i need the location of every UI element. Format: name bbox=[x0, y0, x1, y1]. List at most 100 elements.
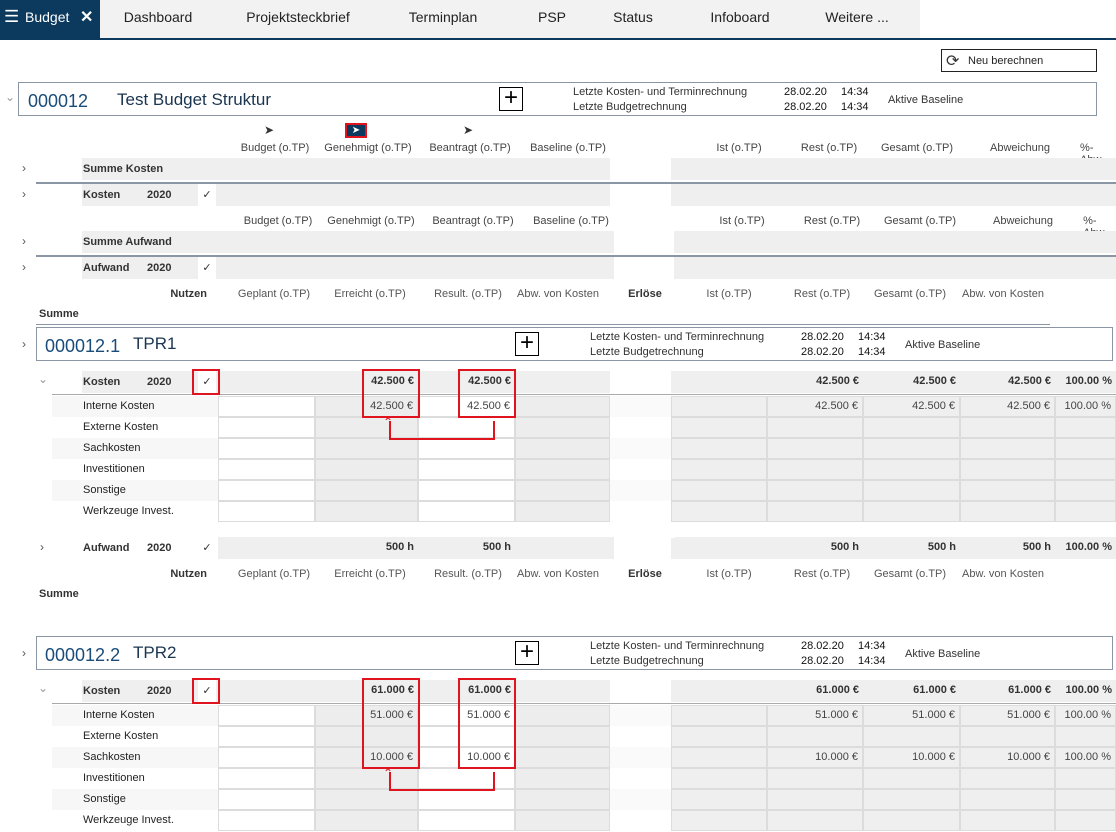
column-header[interactable]: Budget (o.TP) bbox=[243, 215, 313, 227]
value-cell[interactable] bbox=[315, 480, 418, 501]
column-header[interactable]: Gesamt (o.TP) bbox=[883, 215, 957, 227]
filter-icon-active[interactable]: ➤ bbox=[345, 123, 367, 138]
expand-chevron-icon[interactable]: › bbox=[22, 234, 26, 248]
column-header[interactable]: Genehmigt (o.TP) bbox=[327, 215, 415, 227]
checkbox[interactable]: ✓ bbox=[198, 257, 216, 279]
value-cell[interactable]: 51.000 € bbox=[315, 705, 418, 726]
value-cell[interactable]: 61.000 € bbox=[315, 681, 418, 702]
benefit-header-abw1[interactable]: Abw. von Kosten bbox=[517, 568, 599, 580]
column-header[interactable]: Baseline (o.TP) bbox=[533, 215, 609, 227]
value-cell[interactable] bbox=[315, 789, 418, 810]
column-header[interactable]: Rest (o.TP) bbox=[800, 142, 858, 154]
value-cell[interactable] bbox=[218, 681, 315, 702]
add-icon[interactable]: + bbox=[499, 86, 523, 111]
column-header[interactable]: Gesamt (o.TP) bbox=[880, 142, 954, 154]
expand-chevron-icon[interactable]: › bbox=[22, 161, 26, 175]
value-cell[interactable] bbox=[218, 396, 315, 417]
value-cell[interactable] bbox=[515, 681, 610, 702]
value-cell[interactable] bbox=[515, 372, 610, 393]
value-cell[interactable] bbox=[315, 417, 418, 438]
value-cell[interactable]: 42.500 € bbox=[418, 372, 515, 393]
benefit-header-erreicht[interactable]: Erreicht (o.TP) bbox=[334, 288, 406, 300]
tab-budget[interactable]: ☰ Budget ✕ bbox=[0, 0, 100, 38]
value-cell[interactable] bbox=[515, 501, 610, 522]
value-cell[interactable] bbox=[418, 501, 515, 522]
tab-dashboard[interactable]: Dashboard bbox=[123, 9, 193, 25]
benefit-header-abw1[interactable]: Abw. von Kosten bbox=[517, 288, 599, 300]
value-cell[interactable] bbox=[218, 810, 315, 831]
value-cell[interactable]: 500 h bbox=[418, 538, 515, 559]
value-cell[interactable] bbox=[218, 705, 315, 726]
value-cell[interactable] bbox=[315, 726, 418, 747]
column-header[interactable]: Baseline (o.TP) bbox=[530, 142, 606, 154]
benefit-header-erreicht[interactable]: Erreicht (o.TP) bbox=[334, 568, 406, 580]
value-cell[interactable] bbox=[515, 396, 610, 417]
tab-infoboard[interactable]: Infoboard bbox=[710, 9, 770, 25]
column-header[interactable]: Beantragt (o.TP) bbox=[432, 215, 514, 227]
benefit-header-ist[interactable]: Ist (o.TP) bbox=[706, 288, 752, 300]
value-cell[interactable] bbox=[218, 538, 315, 559]
column-header[interactable]: Abweichung bbox=[993, 215, 1053, 227]
value-cell[interactable] bbox=[515, 480, 610, 501]
column-header[interactable]: Budget (o.TP) bbox=[240, 142, 310, 154]
benefit-header-geplant[interactable]: Geplant (o.TP) bbox=[237, 568, 311, 580]
add-icon[interactable]: + bbox=[515, 640, 539, 665]
value-cell[interactable] bbox=[515, 810, 610, 831]
value-cell[interactable] bbox=[315, 459, 418, 480]
menu-icon[interactable]: ☰ bbox=[4, 7, 20, 26]
value-cell[interactable] bbox=[315, 810, 418, 831]
value-cell[interactable] bbox=[218, 501, 315, 522]
value-cell[interactable] bbox=[515, 705, 610, 726]
benefit-header-geplant[interactable]: Geplant (o.TP) bbox=[237, 288, 311, 300]
benefit-header-rest[interactable]: Rest (o.TP) bbox=[793, 568, 851, 580]
column-header[interactable]: Ist (o.TP) bbox=[716, 142, 762, 154]
benefit-header-gesamt[interactable]: Gesamt (o.TP) bbox=[873, 568, 947, 580]
expand-chevron-icon[interactable]: › bbox=[40, 540, 44, 554]
value-cell[interactable] bbox=[418, 417, 515, 438]
expand-chevron-icon[interactable]: › bbox=[22, 187, 26, 201]
value-cell[interactable] bbox=[515, 459, 610, 480]
tab-status[interactable]: Status bbox=[613, 9, 653, 25]
value-cell[interactable] bbox=[515, 747, 610, 768]
value-cell[interactable] bbox=[515, 789, 610, 810]
value-cell[interactable] bbox=[218, 747, 315, 768]
benefit-header-result[interactable]: Result. (o.TP) bbox=[434, 568, 502, 580]
tab-weitere[interactable]: Weitere ... bbox=[825, 9, 889, 25]
value-cell[interactable] bbox=[218, 789, 315, 810]
benefit-header-rest[interactable]: Rest (o.TP) bbox=[793, 288, 851, 300]
value-cell[interactable] bbox=[315, 438, 418, 459]
value-cell[interactable] bbox=[418, 438, 515, 459]
column-header[interactable]: Abweichung bbox=[990, 142, 1050, 154]
collapse-chevron-icon[interactable]: ⌄ bbox=[38, 372, 49, 386]
value-cell[interactable]: 42.500 € bbox=[315, 372, 418, 393]
expand-chevron-icon[interactable]: › bbox=[22, 337, 26, 351]
value-cell[interactable]: 500 h bbox=[315, 538, 418, 559]
value-cell[interactable]: 61.000 € bbox=[418, 681, 515, 702]
checkbox[interactable]: ✓ bbox=[198, 680, 216, 702]
value-cell[interactable] bbox=[315, 501, 418, 522]
value-cell[interactable] bbox=[218, 438, 315, 459]
add-icon[interactable]: + bbox=[515, 331, 539, 356]
column-header[interactable]: Genehmigt (o.TP) bbox=[324, 142, 412, 154]
value-cell[interactable] bbox=[218, 726, 315, 747]
value-cell[interactable] bbox=[418, 810, 515, 831]
filter-icon[interactable]: ➤ bbox=[463, 123, 474, 137]
value-cell[interactable] bbox=[515, 417, 610, 438]
value-cell[interactable] bbox=[418, 768, 515, 789]
benefit-header-abw2[interactable]: Abw. von Kosten bbox=[962, 568, 1044, 580]
value-cell[interactable] bbox=[515, 726, 610, 747]
close-icon[interactable]: ✕ bbox=[80, 9, 94, 26]
benefit-header-result[interactable]: Result. (o.TP) bbox=[434, 288, 502, 300]
value-cell[interactable] bbox=[218, 417, 315, 438]
value-cell[interactable] bbox=[218, 459, 315, 480]
checkbox[interactable]: ✓ bbox=[198, 184, 216, 206]
value-cell[interactable] bbox=[218, 372, 315, 393]
checkbox[interactable]: ✓ bbox=[198, 371, 216, 393]
value-cell[interactable] bbox=[418, 789, 515, 810]
value-cell[interactable] bbox=[515, 768, 610, 789]
value-cell[interactable] bbox=[418, 459, 515, 480]
value-cell[interactable] bbox=[218, 480, 315, 501]
benefit-header-ist[interactable]: Ist (o.TP) bbox=[706, 568, 752, 580]
column-header[interactable]: Ist (o.TP) bbox=[719, 215, 765, 227]
benefit-header-gesamt[interactable]: Gesamt (o.TP) bbox=[873, 288, 947, 300]
